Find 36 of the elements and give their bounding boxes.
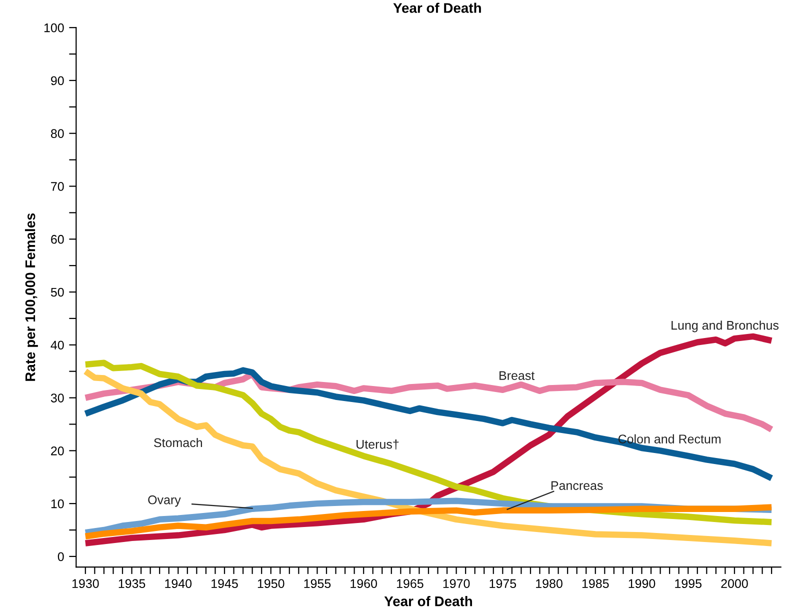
y-tick-label: 40 <box>50 340 64 350</box>
x-tick-label: 1970 <box>443 579 470 588</box>
y-axis-title: Rate per 100,000 Females <box>24 213 38 381</box>
x-tick-label: 1930 <box>72 579 99 588</box>
y-tick-label: 50 <box>50 288 64 297</box>
x-tick-label: 1955 <box>304 579 331 588</box>
y-tick-label: 10 <box>51 499 64 508</box>
series-label: Colon and Rectum <box>618 434 721 444</box>
x-tick-label: 1950 <box>258 579 284 588</box>
series-label: Breast <box>500 371 535 380</box>
x-tick-label: 1975 <box>490 579 516 588</box>
x-tick-label: 1935 <box>118 579 146 588</box>
x-tick-label: 1990 <box>628 579 656 588</box>
y-tick-label: 30 <box>50 394 64 402</box>
y-tick-label: 60 <box>51 234 64 244</box>
x-tick-label: 1980 <box>536 579 562 588</box>
y-tick-label: 20 <box>51 446 64 456</box>
series-label: Pancreas <box>551 481 603 490</box>
chart-title: Year of Death <box>393 2 481 13</box>
x-tick-label: 1985 <box>582 579 609 588</box>
y-tick-label: 0 <box>58 552 64 562</box>
x-tick-label: 2000 <box>721 579 748 588</box>
y-tick-label: 70 <box>51 182 64 191</box>
x-tick-label: 1960 <box>350 579 377 588</box>
series-label: Lung and Bronchus <box>672 320 779 332</box>
y-tick-label: 90 <box>51 76 64 86</box>
series-label: Ovary <box>148 495 181 507</box>
y-tick-label: 100 <box>44 23 64 32</box>
x-tick-label: 1995 <box>675 579 702 588</box>
x-tick-label: 1965 <box>396 579 424 588</box>
x-tick-label: 1945 <box>212 579 238 588</box>
x-tick-label: 1940 <box>165 579 192 588</box>
y-tick-label: 80 <box>50 129 64 138</box>
series-label: Stomach <box>154 438 202 448</box>
series-label: Uterus† <box>356 440 399 450</box>
x-axis-title: Year of Death <box>384 596 472 606</box>
